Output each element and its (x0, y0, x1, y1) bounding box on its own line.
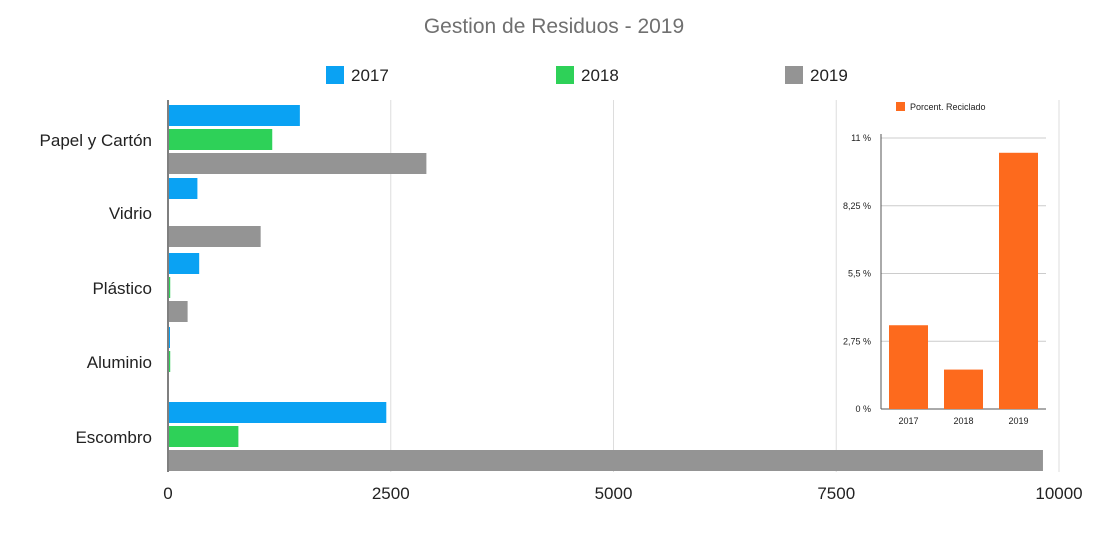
bar-2017 (169, 253, 200, 274)
bar-2017 (169, 327, 170, 348)
category-label: Papel y Cartón (40, 131, 152, 150)
bar-2019 (169, 301, 188, 322)
inset-y-tick-label: 0 % (855, 404, 871, 414)
category-label: Vidrio (109, 204, 152, 223)
chart-title: Gestion de Residuos - 2019 (424, 15, 684, 38)
category-label: Escombro (75, 428, 152, 447)
bar-2018 (169, 129, 273, 150)
bar-2017 (169, 105, 300, 126)
bar-2018 (169, 277, 171, 298)
inset-y-tick-label: 8,25 % (843, 201, 871, 211)
inset-bar-2018 (944, 369, 983, 409)
category-label: Aluminio (87, 353, 152, 372)
x-tick-label: 2500 (372, 484, 410, 503)
inset-x-tick-label: 2018 (953, 416, 973, 426)
inset-y-tick-label: 2,75 % (843, 336, 871, 346)
inset-y-tick-label: 5,5 % (848, 269, 871, 279)
inset-bar-2019 (999, 152, 1038, 410)
x-tick-label: 5000 (595, 484, 633, 503)
legend-label-2017: 2017 (351, 66, 389, 85)
inset-bar-2017 (889, 325, 928, 409)
bar-2019 (169, 450, 1043, 471)
legend-swatch-2019 (785, 66, 803, 84)
inset-legend-swatch (896, 102, 905, 111)
inset-x-tick-label: 2019 (1008, 416, 1028, 426)
x-tick-label: 7500 (817, 484, 855, 503)
bar-2019 (169, 153, 427, 174)
bar-2017 (169, 402, 387, 423)
inset-legend-label: Porcent. Reciclado (910, 102, 986, 112)
category-label: Plástico (92, 279, 152, 298)
inset-y-tick-label: 11 % (851, 133, 871, 143)
bar-2018 (169, 426, 239, 447)
x-tick-label: 10000 (1035, 484, 1082, 503)
legend-swatch-2018 (556, 66, 574, 84)
inset-x-tick-label: 2017 (898, 416, 918, 426)
bar-2017 (169, 178, 198, 199)
x-tick-label: 0 (163, 484, 172, 503)
legend-label-2018: 2018 (581, 66, 619, 85)
bar-2019 (169, 226, 261, 247)
legend-label-2019: 2019 (810, 66, 848, 85)
bar-2018 (169, 351, 171, 372)
legend-swatch-2017 (326, 66, 344, 84)
